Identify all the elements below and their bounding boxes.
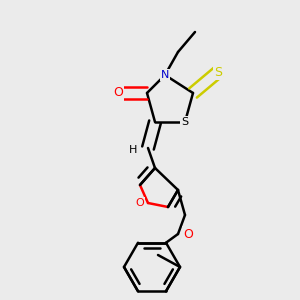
Text: S: S (182, 117, 189, 127)
Text: O: O (183, 227, 193, 241)
Text: H: H (129, 145, 137, 155)
Text: N: N (161, 70, 169, 80)
Text: O: O (113, 86, 123, 100)
Text: S: S (214, 65, 222, 79)
Text: O: O (136, 198, 144, 208)
